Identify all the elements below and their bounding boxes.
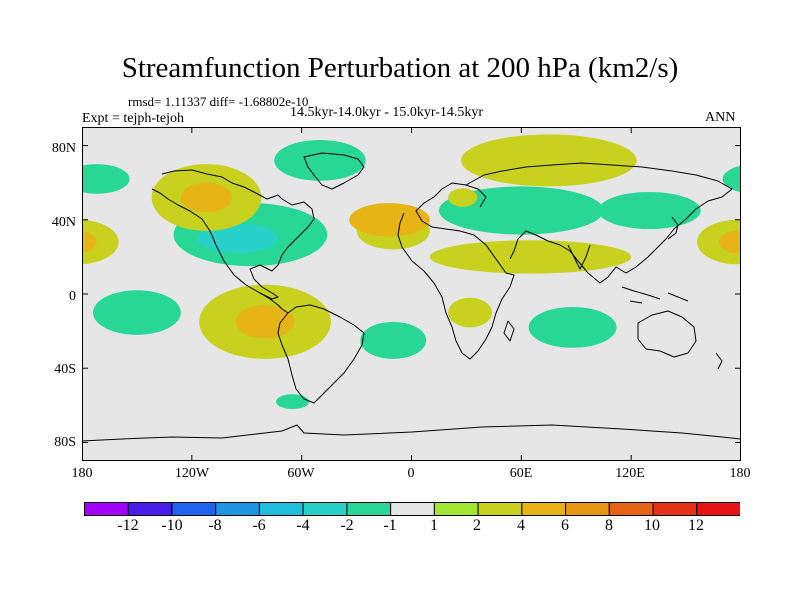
lon-label-180e: 180 <box>729 466 751 481</box>
colorbar <box>84 502 740 516</box>
colorbar-label: 6 <box>561 517 569 534</box>
colorbar-box <box>433 502 479 516</box>
colorbar-box <box>127 502 173 516</box>
colorbar-box <box>608 502 654 516</box>
colorbar-box <box>652 502 698 516</box>
colorbar-box <box>171 502 217 516</box>
coast-central-america <box>259 292 289 314</box>
west-pacific-positive-core <box>82 231 97 253</box>
alaska-negative <box>722 165 741 193</box>
anomaly-layer <box>82 134 741 410</box>
lon-label-120w: 120W <box>174 466 210 481</box>
colorbar-label: -2 <box>340 517 354 534</box>
north-america-negative-core <box>197 223 278 254</box>
plot-title: Streamfunction Perturbation at 200 hPa (… <box>121 52 679 84</box>
colorbar-label: 1 <box>430 517 438 534</box>
coast-india <box>567 244 591 270</box>
coast-new-zealand <box>715 352 723 370</box>
stats-label: rmsd= 1.11337 diff= -1.68802e-10 <box>128 94 309 109</box>
coast-europe-africa <box>397 182 515 360</box>
south-pacific-negative <box>92 290 181 335</box>
colorbar-label: -4 <box>296 517 310 534</box>
south-america-positive-core <box>235 305 295 339</box>
greenland-negative <box>274 139 366 181</box>
alaska-negative <box>82 164 130 194</box>
coast-asia <box>465 162 733 284</box>
experiment-label: Expt = tejph-tejoh <box>82 111 184 126</box>
coast-australia <box>637 310 697 358</box>
colorbar-box <box>521 502 567 516</box>
axis-ticks <box>82 127 741 461</box>
colorbar-label: 10 <box>644 517 660 534</box>
coast-japan <box>667 216 679 240</box>
lat-label-80s: 80S <box>54 435 76 450</box>
east-europe-small-positive <box>448 188 478 207</box>
colorbar-label: -10 <box>161 517 183 534</box>
colorbar-box <box>215 502 260 516</box>
lon-label-60w: 60W <box>287 466 315 481</box>
colorbar-label: 4 <box>517 517 525 534</box>
colorbar-label: 8 <box>605 517 613 534</box>
lon-label-60e: 60E <box>509 466 533 481</box>
siberia-positive <box>460 134 637 187</box>
coast-north-america <box>151 169 315 300</box>
colorbar-box <box>84 502 129 516</box>
season-label: ANN <box>705 110 736 125</box>
lat-label-40n: 40N <box>51 215 76 230</box>
west-pacific-positive-core <box>719 230 741 254</box>
period-label: 14.5kyr-14.0kyr - 15.0kyr-14.5kyr <box>290 105 484 120</box>
colorbar-label: -1 <box>383 517 397 534</box>
coastlines <box>82 152 741 442</box>
colorbar-box <box>390 502 435 516</box>
colorbar-box <box>477 502 523 516</box>
coast-southeast-asia <box>621 286 689 304</box>
central-atlantic-positive <box>349 203 430 237</box>
lon-label-120e: 120E <box>615 466 645 481</box>
colorbar-box <box>258 502 304 516</box>
colorbar-boxes <box>84 502 740 516</box>
east-asia-negative <box>598 191 701 230</box>
colorbar-box <box>696 502 740 516</box>
streamfunction-map <box>82 127 741 461</box>
southern-africa-positive <box>448 297 493 328</box>
coast-antarctica <box>82 424 741 442</box>
south-atlantic-negative <box>360 321 427 359</box>
northeast-pacific-positive-core <box>180 182 233 213</box>
colorbar-label: -12 <box>117 517 139 534</box>
colorbar-label: 2 <box>473 517 481 534</box>
coast-south-america <box>277 304 365 404</box>
lon-label-180w: 180 <box>71 466 93 481</box>
indian-ocean-negative <box>528 306 617 348</box>
colorbar-label: -6 <box>252 517 266 534</box>
lat-label-40s: 40S <box>54 362 76 377</box>
lat-label-80n: 80N <box>51 141 76 156</box>
colorbar-box <box>346 502 392 516</box>
coast-madagascar <box>503 320 515 342</box>
colorbar-box <box>565 502 610 516</box>
lat-label-eq: 0 <box>69 289 76 304</box>
coast-greenland <box>303 152 365 190</box>
lon-label-0: 0 <box>407 466 415 481</box>
central-asia-positive-band <box>429 240 632 274</box>
colorbar-label: 12 <box>688 517 704 534</box>
west-pacific-positive <box>82 219 119 265</box>
colorbar-box <box>302 502 348 516</box>
colorbar-label: -8 <box>208 517 222 534</box>
eurasia-negative-band <box>438 186 604 235</box>
drake-passage-negative <box>276 394 309 410</box>
